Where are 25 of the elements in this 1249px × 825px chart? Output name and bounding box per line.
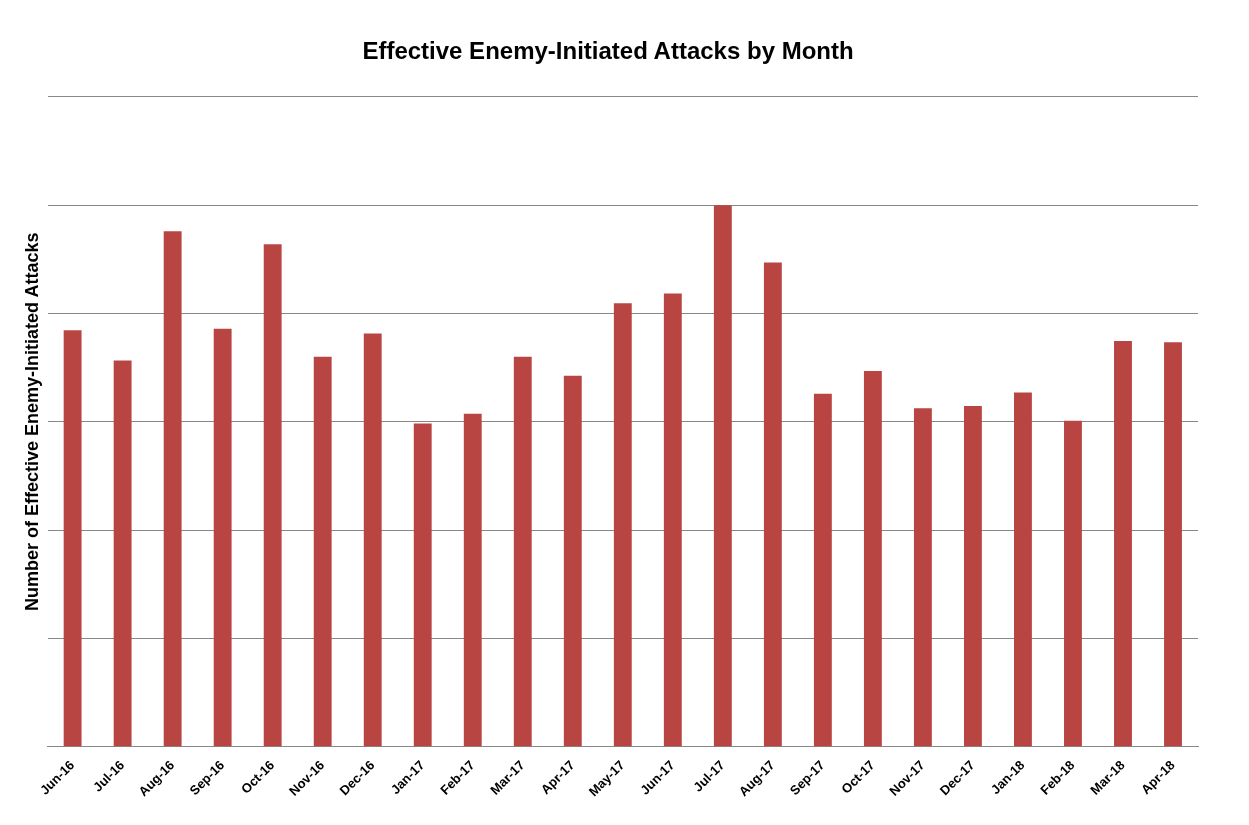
bar	[113, 360, 132, 747]
bar	[63, 330, 82, 747]
bar	[963, 406, 982, 747]
bar	[1014, 392, 1032, 747]
bar	[213, 328, 232, 747]
bar	[813, 393, 832, 747]
bar	[1064, 420, 1082, 747]
bar	[713, 205, 732, 747]
bar	[263, 244, 282, 747]
bar	[413, 423, 432, 747]
bar	[1114, 341, 1132, 747]
bar	[663, 293, 682, 747]
bar	[363, 333, 382, 747]
bar	[863, 370, 882, 747]
bar	[613, 303, 632, 747]
bar	[163, 231, 182, 747]
bar	[1164, 342, 1182, 747]
bar	[313, 356, 332, 747]
bar	[913, 408, 932, 747]
bar	[563, 375, 582, 747]
chart-title: Effective Enemy-Initiated Attacks by Month	[362, 37, 854, 65]
y-axis-title: Number of Effective Enemy-Initiated Attacks	[21, 232, 42, 612]
bar	[763, 262, 782, 747]
bar	[513, 356, 532, 747]
bar	[463, 413, 482, 747]
